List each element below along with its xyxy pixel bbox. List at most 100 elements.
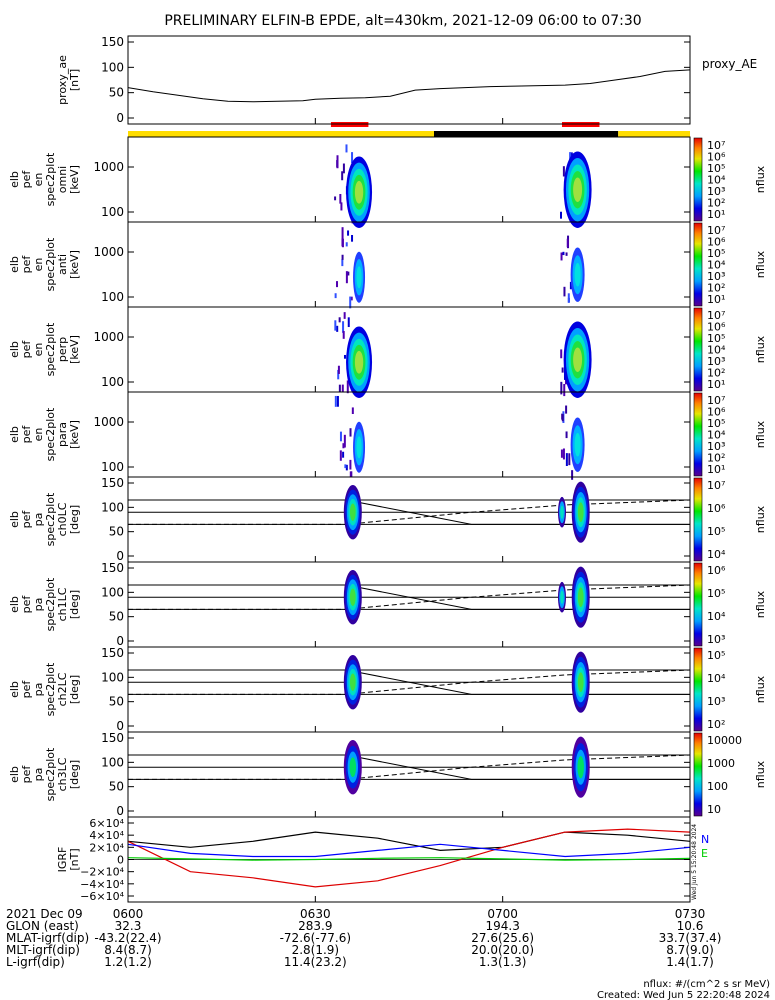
- cbar-tick-spec-para-1: 10⁶: [707, 406, 726, 419]
- cbar-tick-spec-para-5: 10²: [707, 452, 725, 465]
- pa-event2-pa-ch1-layer-4: [577, 587, 584, 607]
- content-pa-ch2: [128, 651, 691, 713]
- cbar-tick-spec-omni-1: 10⁶: [707, 151, 726, 164]
- ylabel-spec-para-5: [keV]: [68, 420, 81, 449]
- cbar-tick-pa-ch3-1: 1000: [707, 757, 735, 770]
- ytick-label-pa-ch1-2: 50: [109, 610, 124, 624]
- ytick-label-pa-ch1-3: 0: [116, 634, 124, 648]
- footer-value-3-3: 8.7(9.0): [666, 943, 714, 957]
- loss-cone-dashed-pa-ch2: [128, 669, 691, 695]
- ylabel-spec-anti-1: pef: [20, 255, 33, 274]
- content-pa-ch3: [128, 736, 691, 798]
- panel-pa-ch0: elb pef pa spec2plot ch0LC [deg] 150 100 50 0 10⁷ 1…: [8, 476, 767, 563]
- panel-pa-ch2: elb pef pa spec2plot ch2LC [deg] 150 100 50 0 10⁵ 1…: [8, 646, 767, 733]
- ylabel-pa-ch2-1: pef: [20, 680, 33, 699]
- ylabel-pa-ch3-2: pa: [32, 768, 45, 782]
- ytick-label-igrf-5: −4×10⁴: [80, 878, 124, 891]
- footer-value-1-1: 283.9: [298, 919, 332, 933]
- colorbar-pa-ch1: [693, 562, 703, 647]
- cbar-tick-spec-perp-4: 10³: [707, 355, 725, 368]
- state-segment-0: [128, 131, 434, 137]
- footer-value-2-0: -43.2(22.4): [94, 931, 161, 945]
- event2-spec-para-layer-2: [574, 432, 581, 457]
- ylabel-pa-ch3-0: elb: [8, 766, 21, 783]
- ylabel-pa-ch3-4: ch3LC: [56, 757, 69, 791]
- ylabel-spec-omni-4: omni: [56, 166, 69, 193]
- footer-value-0-0: 0600: [113, 907, 144, 921]
- early-spec-omni-streak-1: [339, 194, 342, 204]
- cbar-tick-pa-ch3-0: 10000: [707, 734, 742, 747]
- early-spec-omni-streak-8: [340, 202, 343, 211]
- pa-event3-pa-ch1-layer-2: [560, 590, 564, 604]
- cbar-tick-pa-ch3-3: 10: [707, 803, 721, 816]
- panel-pa-ch3: elb pef pa spec2plot ch3LC [deg] 150 100 50 0 1000…: [8, 731, 767, 818]
- late-spec-anti-streak-4: [565, 252, 568, 256]
- frame-spec-para: [127, 391, 691, 478]
- state-segment-1: [433, 131, 619, 137]
- early-spec-perp-streak-4: [337, 365, 340, 374]
- pa-event3-pa-ch0-layer-2: [560, 505, 564, 519]
- pa-event1-pa-ch0-layer-4: [349, 503, 356, 521]
- chart-title: PRELIMINARY ELFIN-B EPDE, alt=430km, 202…: [164, 13, 641, 29]
- ytick-label-spec-perp-1: 100: [101, 375, 124, 389]
- cbar-tick-spec-omni-4: 10³: [707, 185, 725, 198]
- ytick-label-pa-ch3-3: 0: [116, 804, 124, 818]
- colorbar-pa-ch3: [693, 732, 703, 817]
- ylabel-spec-anti-3: spec2plot: [44, 237, 57, 291]
- ylabel-spec-anti-0: elb: [8, 256, 21, 273]
- early-spec-para-streak-8: [343, 434, 346, 448]
- ytick-label-pa-ch2-3: 0: [116, 719, 124, 733]
- footer-value-0-2: 0700: [487, 907, 518, 921]
- footer-value-0-1: 0630: [300, 907, 331, 921]
- ytick-label-proxy-ae-1: 100: [101, 60, 124, 74]
- cbar-tick-spec-anti-4: 10³: [707, 270, 725, 283]
- cbar-tick-spec-anti-3: 10⁴: [707, 259, 726, 272]
- loss-cone-dashed-pa-ch1: [128, 584, 691, 610]
- footer-value-0-3: 0730: [675, 907, 706, 921]
- early-spec-anti-streak-9: [345, 271, 348, 284]
- cbar-tick-pa-ch1-2: 10⁴: [707, 610, 726, 623]
- ytick-label-pa-ch2-1: 100: [101, 670, 124, 684]
- pa-event2-pa-ch0-layer-4: [577, 502, 584, 522]
- early-spec-perp-streak-0: [337, 369, 340, 380]
- colorbar-pa-ch0: [693, 477, 703, 562]
- created-note: Created: Wed Jun 5 22:20:48 2024: [597, 990, 770, 1000]
- ytick-label-pa-ch0-2: 50: [109, 525, 124, 539]
- early-spec-anti-streak-4: [336, 281, 339, 288]
- loss-cone-solid-pa-ch2: [346, 669, 690, 695]
- frame-pa-ch0: [127, 476, 691, 563]
- ytick-label-pa-ch1-0: 150: [101, 561, 124, 575]
- early-spec-anti-streak-6: [341, 238, 344, 248]
- ylabel-pa-ch0-0: elb: [8, 511, 21, 528]
- late-spec-perp-streak-9: [560, 349, 563, 359]
- ylabel-proxy-ae-0: proxy_ae: [56, 55, 69, 105]
- late-spec-anti-streak-9: [567, 293, 570, 303]
- footer-value-2-3: 33.7(37.4): [659, 931, 722, 945]
- ytick-label-spec-omni-1: 100: [101, 205, 124, 219]
- cbar-tick-spec-omni-6: 10¹: [707, 208, 725, 221]
- ylabel-spec-perp-1: pef: [20, 340, 33, 359]
- frame-spec-omni: [127, 136, 691, 223]
- footer-value-2-2: 27.6(25.6): [471, 931, 534, 945]
- cbar-tick-pa-ch2-3: 10²: [707, 718, 725, 731]
- ylabel-spec-omni-1: pef: [20, 170, 33, 189]
- panel-spec-perp: elb pef en spec2plot perp [keV] 100010010⁷10⁶1…: [8, 306, 767, 398]
- pa-event2-pa-ch2-layer-4: [577, 672, 584, 692]
- panel-spec-anti: elb pef en spec2plot anti [keV] 100010010⁷10⁶1…: [8, 221, 767, 309]
- content-proxy-ae: [127, 69, 691, 103]
- early-spec-para-streak-1: [336, 395, 339, 407]
- cbar-tick-pa-ch0-2: 10⁵: [707, 525, 725, 538]
- colorbar-pa-ch2: [693, 647, 703, 732]
- igrf-side-note: Wed Jun 5 15:20:48 2024: [691, 824, 698, 900]
- units-note: nflux: #/(cm^2 s sr MeV): [643, 979, 770, 990]
- cbar-label-spec-omni: nflux: [754, 165, 767, 193]
- event1-spec-para-layer-2: [356, 436, 362, 459]
- ylabel-spec-anti-5: [keV]: [68, 250, 81, 279]
- content-spec-anti: [334, 227, 585, 309]
- late-spec-para-streak-5: [565, 453, 568, 466]
- cbar-tick-spec-perp-3: 10⁴: [707, 344, 726, 357]
- early-spec-perp-streak-8: [342, 330, 345, 339]
- ytick-label-spec-para-0: 1000: [93, 415, 124, 429]
- ytick-label-proxy-ae-3: 0: [116, 111, 124, 125]
